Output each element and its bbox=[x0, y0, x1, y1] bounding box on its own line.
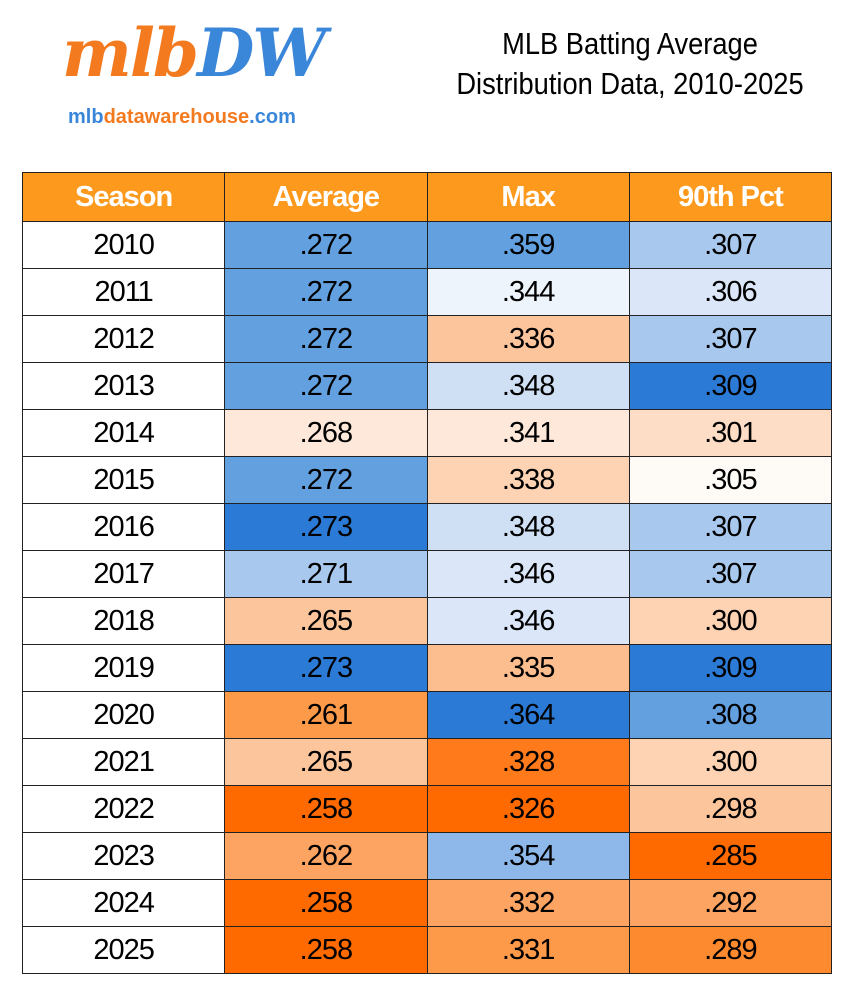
table-cell: .359 bbox=[426, 221, 630, 269]
table-cell: .272 bbox=[224, 268, 428, 316]
table-cell: 2019 bbox=[21, 644, 226, 692]
table-row: 2020.261.364.308 bbox=[21, 691, 833, 739]
table-cell: .272 bbox=[224, 456, 428, 504]
table-cell: .305 bbox=[628, 456, 833, 504]
table-cell: .332 bbox=[426, 879, 630, 927]
table-cell: .300 bbox=[628, 597, 833, 645]
table-cell: .331 bbox=[426, 926, 630, 974]
table-body: 2010.272.359.307 2011.272.344.306 2012.272… bbox=[21, 221, 833, 974]
site-part: .com bbox=[249, 106, 296, 128]
table-cell: .344 bbox=[426, 268, 630, 316]
table-cell: .258 bbox=[224, 926, 428, 974]
table-cell: 2010 bbox=[21, 221, 226, 269]
table-cell: .335 bbox=[426, 644, 630, 692]
column-header: Average bbox=[224, 172, 428, 222]
table-row: 2017.271.346.307 bbox=[21, 550, 833, 598]
table-cell: .301 bbox=[628, 409, 833, 457]
table-cell: 2020 bbox=[21, 691, 226, 739]
table-cell: .272 bbox=[224, 315, 428, 363]
table-cell: .265 bbox=[224, 738, 428, 786]
table-row: 2022.258.326.298 bbox=[21, 785, 833, 833]
table-row: 2010.272.359.307 bbox=[21, 221, 833, 269]
table-cell: 2021 bbox=[21, 738, 226, 786]
table-cell: .258 bbox=[224, 879, 428, 927]
table-cell: .354 bbox=[426, 832, 630, 880]
table-cell: .307 bbox=[628, 221, 833, 269]
table-row: 2021.265.328.300 bbox=[21, 738, 833, 786]
table-row: 2013.272.348.309 bbox=[21, 362, 833, 410]
table-cell: .292 bbox=[628, 879, 833, 927]
table-cell: .285 bbox=[628, 832, 833, 880]
table-cell: .268 bbox=[224, 409, 428, 457]
table-cell: 2011 bbox=[21, 268, 226, 316]
logo-part: DW bbox=[197, 14, 326, 92]
table-cell: 2018 bbox=[21, 597, 226, 645]
table-cell: .306 bbox=[628, 268, 833, 316]
table-cell: .272 bbox=[224, 221, 428, 269]
table-cell: .271 bbox=[224, 550, 428, 598]
table-cell: .309 bbox=[628, 644, 833, 692]
table-cell: 2012 bbox=[21, 315, 226, 363]
title: MLB Batting Average Distribution Data, 20… bbox=[445, 24, 815, 104]
table-cell: .364 bbox=[426, 691, 630, 739]
table-cell: .309 bbox=[628, 362, 833, 410]
table-cell: 2015 bbox=[21, 456, 226, 504]
table-row: 2015.272.338.305 bbox=[21, 456, 833, 504]
table-cell: .258 bbox=[224, 785, 428, 833]
table-cell: 2014 bbox=[21, 409, 226, 457]
table-cell: 2023 bbox=[21, 832, 226, 880]
table-cell: .273 bbox=[224, 503, 428, 551]
site-url: mlbdatawarehouse.com bbox=[68, 106, 296, 129]
title-line: MLB Batting Average bbox=[502, 26, 758, 61]
table-cell: .307 bbox=[628, 503, 833, 551]
logo: mlbDW bbox=[62, 14, 326, 92]
table-cell: .338 bbox=[426, 456, 630, 504]
table-cell: .289 bbox=[628, 926, 833, 974]
table-row: 2024.258.332.292 bbox=[21, 879, 833, 927]
table-cell: .307 bbox=[628, 315, 833, 363]
table-cell: 2025 bbox=[21, 926, 226, 974]
site-part: datawarehouse bbox=[103, 106, 250, 128]
table-row: 2023.262.354.285 bbox=[21, 832, 833, 880]
table-cell: .262 bbox=[224, 832, 428, 880]
table-cell: .328 bbox=[426, 738, 630, 786]
table-row: 2011.272.344.306 bbox=[21, 268, 833, 316]
table-cell: 2017 bbox=[21, 550, 226, 598]
table-cell: .272 bbox=[224, 362, 428, 410]
table-cell: .348 bbox=[426, 362, 630, 410]
table-cell: 2013 bbox=[21, 362, 226, 410]
table-cell: .336 bbox=[426, 315, 630, 363]
table-cell: .300 bbox=[628, 738, 833, 786]
table-cell: 2024 bbox=[21, 879, 226, 927]
column-header: Max bbox=[426, 172, 630, 222]
table-row: 2012.272.336.307 bbox=[21, 315, 833, 363]
table-cell: .348 bbox=[426, 503, 630, 551]
table-cell: .308 bbox=[628, 691, 833, 739]
table-row: 2014.268.341.301 bbox=[21, 409, 833, 457]
data-table: Season Average Max 90th Pct 2010.272.359.307… bbox=[21, 172, 833, 974]
column-header: Season bbox=[21, 172, 226, 222]
column-header: 90th Pct bbox=[628, 172, 833, 222]
site-part: mlb bbox=[68, 106, 104, 128]
table-row: 2016.273.348.307 bbox=[21, 503, 833, 551]
table-cell: .346 bbox=[426, 550, 630, 598]
table-cell: .261 bbox=[224, 691, 428, 739]
table-cell: 2016 bbox=[21, 503, 226, 551]
table-cell: .341 bbox=[426, 409, 630, 457]
title-line: Distribution Data, 2010-2025 bbox=[456, 66, 804, 101]
table-row: 2019.273.335.309 bbox=[21, 644, 833, 692]
table-cell: .346 bbox=[426, 597, 630, 645]
header-row: Season Average Max 90th Pct bbox=[21, 172, 833, 222]
logo-part: mlb bbox=[62, 14, 199, 92]
table-cell: .265 bbox=[224, 597, 428, 645]
table-row: 2025.258.331.289 bbox=[21, 926, 833, 974]
table-cell: .298 bbox=[628, 785, 833, 833]
table-cell: 2022 bbox=[21, 785, 226, 833]
table-cell: .326 bbox=[426, 785, 630, 833]
table-row: 2018.265.346.300 bbox=[21, 597, 833, 645]
table-cell: .273 bbox=[224, 644, 428, 692]
table-cell: .307 bbox=[628, 550, 833, 598]
